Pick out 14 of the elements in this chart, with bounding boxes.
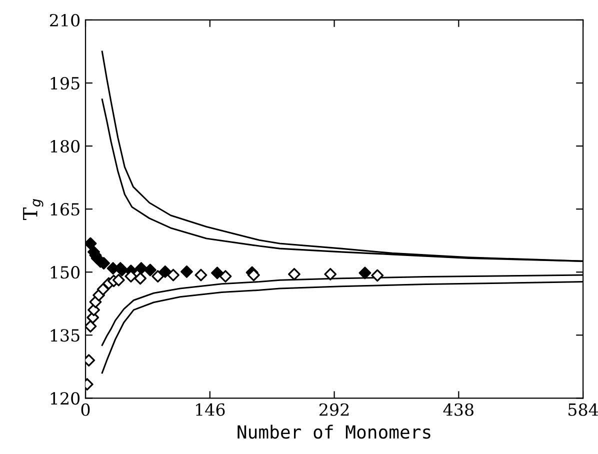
- y-tick-label: 120: [50, 392, 80, 405]
- x-tick-label: 292: [320, 403, 349, 416]
- x-tick-label: 584: [568, 403, 598, 416]
- x-tick-label: 0: [81, 403, 90, 416]
- y-tick-label: 165: [50, 203, 80, 216]
- y-tick-label: 210: [50, 14, 80, 27]
- y-axis-title: T$_{g}$: [23, 198, 44, 220]
- x-tick-label: 438: [443, 403, 474, 416]
- y-tick-label: 180: [50, 140, 80, 153]
- y-tick-label: 150: [50, 266, 80, 279]
- x-axis-title: Number of Monomers: [238, 424, 430, 439]
- y-tick-label: 195: [50, 76, 80, 90]
- x-tick-label: 146: [196, 403, 225, 416]
- y-tick-label: 135: [50, 329, 80, 342]
